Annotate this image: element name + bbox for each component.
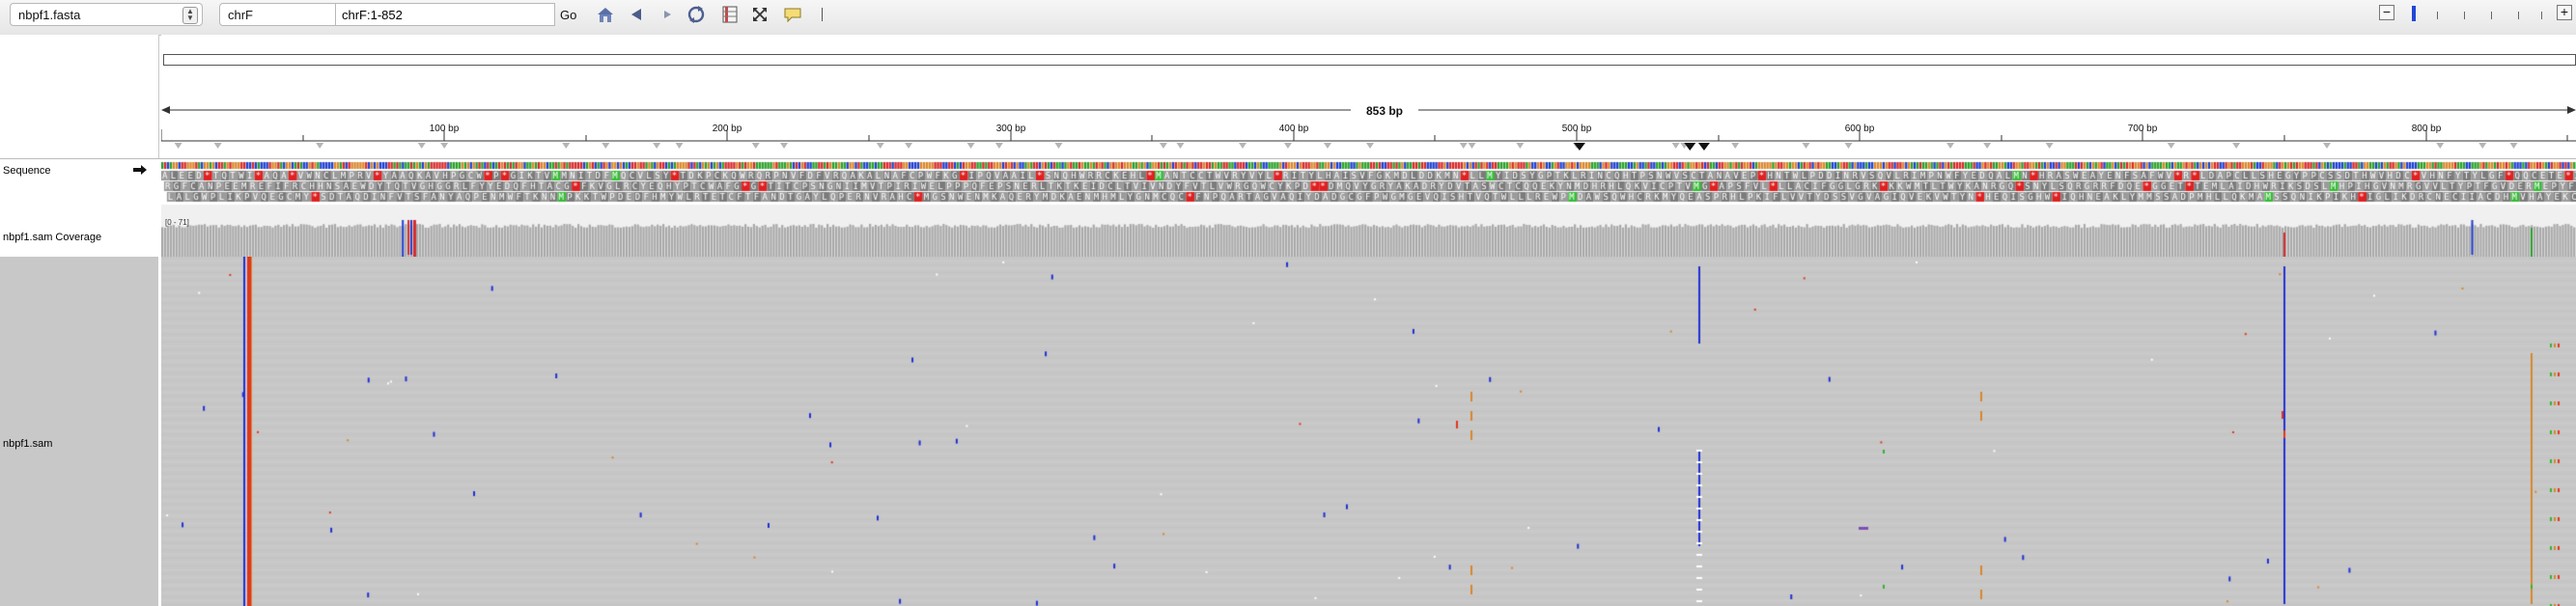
ruler-tick-label: 500 bp (1561, 124, 1592, 134)
go-button[interactable]: Go (560, 8, 577, 22)
feature-marker (1323, 143, 1331, 149)
zoom-in-icon[interactable]: + (2557, 5, 2572, 20)
feature-marker (966, 143, 975, 149)
sequence-track[interactable]: [0 - 71] (161, 160, 2576, 257)
dropdown-arrows-icon: ▲▼ (182, 7, 198, 24)
back-icon[interactable] (626, 4, 647, 25)
feature-marker (2045, 143, 2054, 149)
alignment-name-panel: nbpf1.sam (0, 257, 158, 606)
ruler-icon[interactable] (822, 8, 823, 21)
alignment-track[interactable] (161, 257, 2576, 606)
feature-marker (1731, 143, 1740, 149)
feature-marker (2509, 143, 2518, 149)
feature-marker (1983, 143, 1992, 149)
chromosome-ideogram[interactable] (163, 54, 2576, 66)
feature-marker (2232, 143, 2241, 149)
track-name-alignment[interactable]: nbpf1.sam (3, 438, 53, 450)
feature-marker (653, 143, 661, 149)
genome-dropdown-value: nbpf1.fasta (18, 8, 81, 22)
resize-icon[interactable] (749, 4, 770, 25)
ruler-tick-label: 800 bp (2411, 124, 2442, 134)
zoom-tick[interactable] (2464, 12, 2465, 19)
feature-marker (1802, 143, 1810, 149)
zoom-slider-thumb[interactable] (2412, 6, 2416, 21)
header-separator (0, 158, 2576, 159)
track-name-sequence[interactable]: Sequence (3, 165, 51, 177)
ruler-panel: 853 bp 100 bp 200 bp 300 bp 400 bp 500 bp 600… (161, 35, 2576, 158)
track-name-coverage[interactable]: nbpf1.sam Coverage (3, 232, 102, 243)
feature-marker (1239, 143, 1247, 149)
feature-marker (994, 143, 1003, 149)
ruler-tick-label: 100 bp (429, 124, 460, 134)
toolbar: nbpf1.fasta ▲▼ chrF ▲▼ Go − (0, 0, 2576, 36)
zoom-tick[interactable] (2518, 12, 2519, 19)
feature-marker (876, 143, 884, 149)
feature-marker (1283, 143, 1292, 149)
sequence-and-translation (161, 160, 2576, 257)
zoom-out-icon[interactable]: − (2379, 5, 2394, 20)
ruler-ticks (161, 129, 2576, 151)
feature-marker (2167, 143, 2175, 149)
zoom-tick[interactable] (2541, 12, 2542, 19)
feature-marker (675, 143, 684, 149)
span-label: 853 bp (1365, 104, 1403, 118)
feature-marker (2436, 143, 2445, 149)
feature-marker (1365, 143, 1374, 149)
ruler-tick-label: 300 bp (995, 124, 1026, 134)
feature-marker (1844, 143, 1853, 149)
locus-input[interactable] (335, 3, 555, 26)
feature-marker (1159, 143, 1167, 149)
feature-marker (2478, 143, 2487, 149)
alignment-reads (161, 257, 2576, 606)
feature-marker (1946, 143, 1955, 149)
strand-arrow-icon[interactable] (132, 164, 148, 176)
feature-marker (1459, 143, 1468, 149)
feature-marker (417, 143, 426, 149)
chromosome-dropdown-value: chrF (228, 8, 253, 22)
feature-marker (602, 143, 610, 149)
ruler-tick-label: 700 bp (2127, 124, 2158, 134)
feature-marker (562, 143, 571, 149)
popup-icon[interactable] (782, 4, 803, 25)
feature-marker (440, 143, 449, 149)
feature-marker (1516, 143, 1525, 149)
feature-marker (751, 143, 760, 149)
zoom-tick[interactable] (2491, 12, 2492, 19)
name-panel-header (0, 35, 159, 158)
feature-marker (1671, 143, 1680, 149)
ruler-tick-label: 200 bp (712, 124, 742, 134)
refresh-icon[interactable] (686, 4, 707, 25)
feature-marker (905, 143, 913, 149)
insertion-marker (1697, 143, 1710, 151)
insertion-marker (1684, 143, 1696, 151)
feature-marker (213, 143, 222, 149)
feature-marker (316, 143, 324, 149)
zoom-tick[interactable] (2437, 12, 2438, 19)
feature-marker (174, 143, 182, 149)
feature-marker (780, 143, 789, 149)
home-icon[interactable] (595, 4, 616, 25)
insertion-marker (1573, 143, 1585, 151)
genome-dropdown[interactable]: nbpf1.fasta ▲ ▼ (10, 3, 203, 26)
feature-marker (2322, 143, 2331, 149)
region-icon[interactable] (719, 4, 741, 25)
span-arrow (161, 102, 2576, 118)
track-names-panel: Sequence nbpf1.sam Coverage (0, 158, 158, 606)
ruler-tick-label: 600 bp (1844, 124, 1875, 134)
forward-icon[interactable] (657, 4, 678, 25)
feature-marker (1054, 143, 1063, 149)
feature-marker (1176, 143, 1185, 149)
coverage-range: [0 - 71] (165, 218, 189, 227)
feature-marker (1468, 143, 1476, 149)
ruler-tick-label: 400 bp (1278, 124, 1309, 134)
